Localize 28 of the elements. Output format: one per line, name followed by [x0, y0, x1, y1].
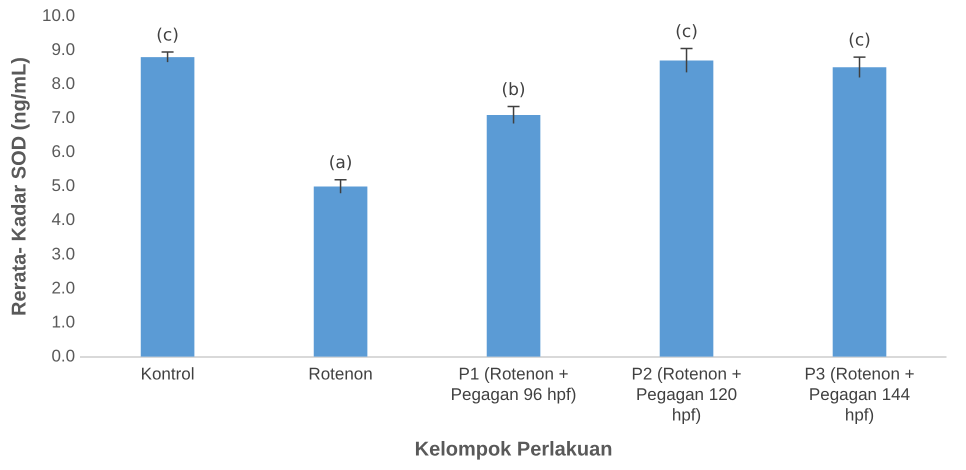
y-tick-label: 10.0 [42, 6, 76, 25]
annotation: (b) [502, 80, 526, 100]
x-tick-label: Rotenon [308, 364, 373, 384]
y-tick-label: 2.0 [51, 278, 76, 298]
annotation: (c) [156, 25, 179, 46]
y-tick-label: 0.0 [51, 346, 76, 366]
y-tick-label: 6.0 [51, 142, 76, 162]
bar [140, 57, 194, 357]
x-tick-label: Kontrol [140, 364, 195, 384]
annotation: (c) [675, 22, 698, 42]
x-tick-label: P1 (Rotenon + Pegagan 96 hpf) [450, 364, 576, 404]
y-axis-title: Rerata- Kadar SOD (ng/mL) [8, 57, 31, 316]
y-tick-label: 7.0 [51, 108, 76, 128]
x-axis-title: Kelompok Perlakuan [414, 438, 612, 461]
y-tick-label: 1.0 [51, 312, 76, 332]
x-tick-label: P2 (Rotenon + Pegagan 120 hpf) [631, 364, 742, 424]
y-tick-label: 4.0 [51, 210, 76, 230]
annotation: (a) [328, 153, 352, 174]
y-tick-label: 3.0 [51, 244, 76, 264]
y-tick-label: 9.0 [51, 40, 76, 59]
bar [832, 67, 886, 357]
bar [486, 114, 540, 357]
y-tick-label: 5.0 [51, 176, 76, 196]
annotation: (c) [848, 30, 871, 50]
bar [314, 186, 368, 357]
x-tick-label: P3 (Rotenon + Pegagan 144 hpf) [804, 364, 915, 424]
y-tick-label: 8.0 [51, 74, 76, 94]
bar [660, 60, 714, 357]
